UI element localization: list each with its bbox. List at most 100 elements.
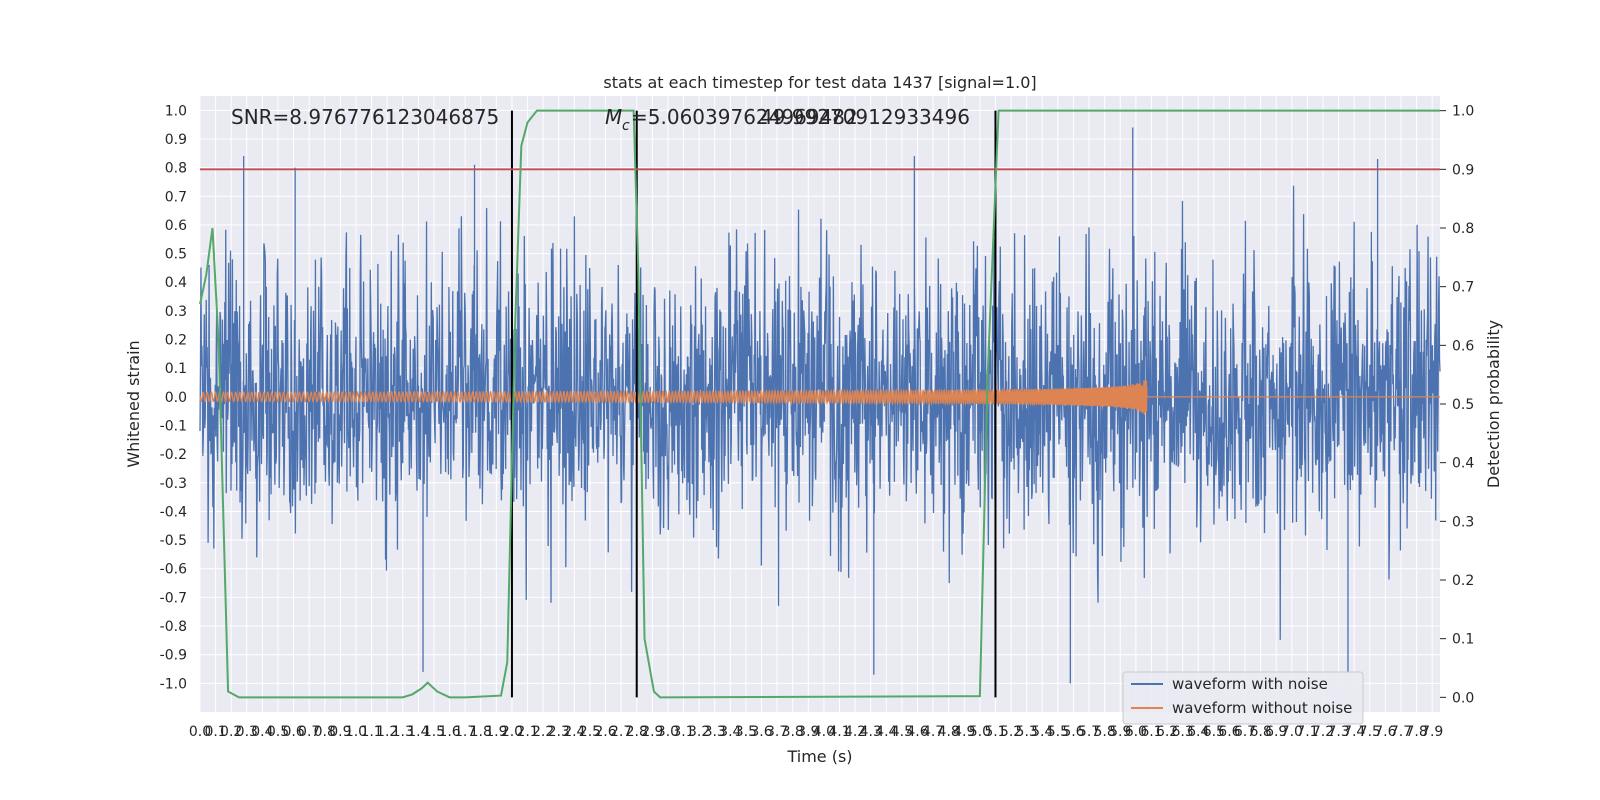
mc-symbol: M — [605, 105, 622, 129]
y2-tick-label: 0.5 — [1452, 397, 1474, 413]
y-tick-label: -0.4 — [160, 504, 187, 520]
x-tick-label: 1.0 — [345, 724, 367, 740]
x-tick-label: 7.9 — [1421, 724, 1443, 740]
x-tick-label: 7.0 — [1281, 724, 1303, 740]
x-tick-label: 7.6 — [1374, 724, 1396, 740]
x-tick-label: 2.2 — [532, 724, 554, 740]
x-tick-label: 1.5 — [423, 724, 445, 740]
x-tick-label: 4.3 — [860, 724, 882, 740]
x-tick-label: 7.1 — [1296, 724, 1318, 740]
y2-tick-label: 0.4 — [1452, 456, 1474, 472]
x-tick-label: 3.0 — [657, 724, 679, 740]
y-tick-label: 0.8 — [165, 161, 187, 177]
x-tick-label: 2.5 — [579, 724, 601, 740]
x-tick-label: 5.6 — [1062, 724, 1084, 740]
x-tick-label: 7.3 — [1327, 724, 1349, 740]
x-tick-label: 5.1 — [984, 724, 1006, 740]
y2-tick-label: 0.6 — [1452, 338, 1474, 354]
snr-annotation: SNR=8.976776123046875 — [231, 105, 499, 129]
y2-tick-label: 0.9 — [1452, 162, 1474, 178]
y-tick-label: 1.0 — [165, 103, 187, 119]
mc-value: =5.060397624969482 — [631, 105, 858, 129]
x-tick-label: 5.2 — [1000, 724, 1022, 740]
series-waveform-without-noise — [199, 380, 1440, 416]
x-tick-label: 0.8 — [314, 724, 336, 740]
x-tick-label: 5.5 — [1047, 724, 1069, 740]
x-tick-label: 7.2 — [1312, 724, 1334, 740]
y2-tick-label: 0.3 — [1452, 514, 1474, 530]
legend: waveform with noise waveform without noi… — [1122, 671, 1364, 725]
x-tick-label: 4.1 — [828, 724, 850, 740]
y2-tick-label: 1.0 — [1452, 104, 1474, 120]
x-tick-label: 1.9 — [485, 724, 507, 740]
x-tick-label: 0.6 — [282, 724, 304, 740]
x-tick-label: 6.8 — [1249, 724, 1271, 740]
x-tick-label: 1.7 — [454, 724, 476, 740]
x-tick-label: 6.6 — [1218, 724, 1240, 740]
series-waveform-with-noise — [199, 127, 1441, 684]
y-tick-label: 0.3 — [165, 304, 187, 320]
y-tick-label: -0.7 — [160, 590, 187, 606]
y-axis-ticks: -1.0 -0.9 -0.8 -0.7 -0.6 -0.5 -0.4 -0.3 -0.2 -0.1… — [160, 103, 187, 692]
x-tick-label: 1.8 — [470, 724, 492, 740]
x-tick-label: 6.3 — [1172, 724, 1194, 740]
y2-tick-label: 0.2 — [1452, 573, 1474, 589]
y-tick-label: -0.2 — [160, 447, 187, 463]
y-tick-label: 0.7 — [165, 189, 187, 205]
x-tick-label: 3.5 — [735, 724, 757, 740]
x-tick-label: 0.5 — [267, 724, 289, 740]
x-tick-label: 5.7 — [1078, 724, 1100, 740]
x-tick-label: 3.3 — [704, 724, 726, 740]
x-tick-label: 6.1 — [1140, 724, 1162, 740]
x-tick-label: 2.8 — [626, 724, 648, 740]
y2-axis-ticks: 0.0 0.1 0.2 0.3 0.4 0.5 0.6 0.7 0.8 0.9 1.0 — [1440, 104, 1474, 706]
y-tick-label: 0.2 — [165, 333, 187, 349]
y-tick-label: 0.1 — [165, 361, 187, 377]
x-tick-label: 2.9 — [641, 724, 663, 740]
y-tick-label: -1.0 — [160, 676, 187, 692]
x-tick-label: 0.4 — [251, 724, 273, 740]
y-tick-label: -0.1 — [160, 418, 187, 434]
y2-tick-label: 0.8 — [1452, 221, 1474, 237]
x-tick-label: 3.4 — [719, 724, 741, 740]
x-tick-label: 4.7 — [922, 724, 944, 740]
x-tick-label: 2.6 — [594, 724, 616, 740]
x-tick-label: 3.7 — [766, 724, 788, 740]
x-tick-label: 0.7 — [298, 724, 320, 740]
mc-annotation: M c =5.060397624969482 49.99270912933496 — [605, 105, 970, 134]
y-tick-label: 0.4 — [165, 275, 187, 291]
x-tick-label: 6.9 — [1265, 724, 1287, 740]
y-tick-label: 0.9 — [165, 132, 187, 148]
x-tick-label: 2.3 — [548, 724, 570, 740]
x-tick-label: 6.0 — [1125, 724, 1147, 740]
x-tick-label: 1.2 — [376, 724, 398, 740]
x-tick-label: 7.7 — [1390, 724, 1412, 740]
x-tick-label: 4.0 — [813, 724, 835, 740]
x-tick-label: 1.1 — [360, 724, 382, 740]
x-tick-label: 1.4 — [407, 724, 429, 740]
series-detection-probability — [199, 109, 1440, 699]
x-tick-label: 2.4 — [563, 724, 585, 740]
mc-subscript: c — [622, 118, 630, 134]
x-tick-label: 2.0 — [501, 724, 523, 740]
x-tick-label: 4.2 — [844, 724, 866, 740]
x-tick-label: 6.2 — [1156, 724, 1178, 740]
y2-tick-label: 0.1 — [1452, 632, 1474, 648]
y2-tick-label: 0.0 — [1452, 690, 1474, 706]
y-tick-label: 0.0 — [165, 390, 187, 406]
x-tick-label: 4.8 — [938, 724, 960, 740]
legend-box — [1122, 671, 1364, 725]
x-tick-label: 5.0 — [969, 724, 991, 740]
legend-label-clean: waveform without noise — [1172, 699, 1352, 717]
x-tick-label: 0.2 — [220, 724, 242, 740]
x-tick-label: 4.5 — [891, 724, 913, 740]
x-tick-label: 1.3 — [392, 724, 414, 740]
legend-label-noise: waveform with noise — [1172, 675, 1328, 693]
y2-tick-label: 0.7 — [1452, 280, 1474, 296]
y-tick-label: -0.9 — [160, 648, 187, 664]
x-tick-label: 3.6 — [750, 724, 772, 740]
y-tick-label: -0.3 — [160, 476, 187, 492]
y-tick-label: -0.5 — [160, 533, 187, 549]
series-layer — [199, 109, 1441, 699]
y-tick-label: -0.6 — [160, 562, 187, 578]
